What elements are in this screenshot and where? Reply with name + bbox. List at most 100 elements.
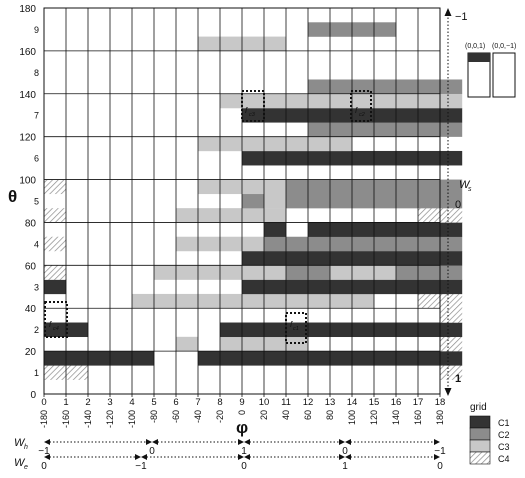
cluster-bar-c1	[264, 322, 287, 338]
cluster-bar-c3	[132, 293, 155, 309]
legend-swatch-c4	[469, 451, 491, 465]
cluster-bar-c1	[352, 322, 375, 338]
cluster-bar-c1	[242, 322, 265, 338]
cluster-bar-c3	[352, 93, 375, 109]
cluster-bar-c1	[308, 279, 331, 295]
cluster-bar-c1	[440, 108, 463, 123]
cluster-bar-c2	[374, 22, 397, 37]
cluster-bar-c2	[330, 22, 353, 37]
svg-text:c3: c3	[249, 112, 256, 118]
cluster-bar-c2	[418, 79, 441, 94]
cluster-bar-c1	[242, 150, 265, 166]
cluster-bar-c1	[308, 108, 331, 123]
wh-arrowhead	[345, 439, 351, 445]
cluster-bar-c2	[352, 179, 375, 195]
theta-tick-label: 140	[19, 90, 36, 101]
we-value: 1	[342, 461, 348, 472]
cluster-bar-c3	[242, 208, 265, 223]
ws-bottom-label: 1	[455, 373, 461, 385]
cluster-bar-c1	[352, 351, 375, 366]
theta-tick-label: 160	[19, 47, 36, 58]
marker-fc3: f c3	[241, 90, 265, 122]
cluster-bar-c2	[440, 236, 463, 252]
we-arrowhead	[244, 454, 250, 460]
cluster-bar-c3	[220, 208, 243, 223]
wh-arrowhead	[44, 439, 50, 445]
column-index-label: 0	[41, 397, 46, 408]
theta-tick-label: 120	[19, 133, 36, 144]
theta-tick-label: 100	[19, 176, 36, 187]
phi-tick-label: 0	[237, 410, 247, 415]
cluster-bar-c1	[286, 351, 309, 366]
cluster-bar-c3	[220, 236, 243, 252]
cluster-bar-c3	[308, 293, 331, 309]
cluster-bar-c1	[418, 222, 441, 237]
theta-tick-label: 40	[25, 304, 37, 315]
cluster-bar-c4	[44, 265, 67, 280]
cluster-bar-c1	[330, 322, 353, 338]
cluster-bar-c2	[308, 265, 331, 280]
cluster-bar-c3	[242, 236, 265, 252]
cluster-bar-c3	[242, 179, 265, 195]
cluster-bar-c4	[44, 365, 67, 380]
we-value: −1	[135, 461, 147, 472]
cluster-bar-c2	[308, 79, 331, 94]
phi-tick-labels: -180 -160 -140 -120 -100 -80 -60 -40 -20 0 20 40 60 8…	[39, 394, 445, 428]
cluster-bar-c2	[308, 236, 331, 252]
column-index-label: 2	[85, 397, 90, 408]
phi-tick-label: 40	[281, 410, 291, 420]
cluster-bar-c3	[374, 93, 397, 109]
cluster-bar-c4	[66, 365, 89, 380]
cluster-bar-c2	[352, 122, 375, 137]
row-index-label: 7	[34, 111, 39, 121]
theta-tick-label: 0	[30, 390, 36, 401]
cluster-bar-c1	[44, 322, 67, 338]
cluster-bar-c1	[418, 351, 441, 366]
marker-fc2: f c2	[350, 90, 372, 122]
cluster-bar-c4	[44, 236, 67, 252]
polarity-legend-left-fill	[468, 53, 490, 62]
cluster-bar-c1	[396, 322, 419, 338]
cluster-bar-c1	[352, 150, 375, 166]
cluster-bar-c2	[396, 122, 419, 137]
we-value: 0	[41, 461, 47, 472]
cluster-bar-c3	[176, 208, 199, 223]
cluster-legend: grid C1 C2 C3 C4	[469, 402, 510, 465]
cluster-bar-c1	[440, 222, 463, 237]
we-value: 0	[437, 461, 443, 472]
cluster-bar-c1	[286, 108, 309, 123]
cluster-bar-c1	[308, 251, 331, 266]
cluster-bar-c1	[396, 351, 419, 366]
row-index-labels: 1 2 3 4 5 6 7 8 9	[34, 25, 39, 378]
cluster-bar-c2	[418, 122, 441, 137]
cluster-bar-c3	[286, 293, 309, 309]
cluster-bar-c3	[286, 336, 309, 352]
cluster-bar-c1	[44, 279, 67, 295]
cluster-bar-c2	[352, 236, 375, 252]
cluster-bar-c2	[440, 79, 463, 94]
we-arrowhead	[141, 454, 147, 460]
theta-tick-labels: 0 20 40 60 80 100 120 140 160 180	[19, 4, 36, 401]
cluster-bar-c1	[374, 108, 397, 123]
cluster-bar-c3	[242, 136, 265, 152]
cluster-bar-c1	[264, 108, 287, 123]
cluster-bar-c1	[308, 222, 331, 237]
phi-tick-label: 140	[391, 410, 401, 425]
cluster-bar-c1	[308, 351, 331, 366]
phi-tick-label: 80	[325, 410, 335, 420]
cluster-bars	[44, 22, 463, 380]
wh-arrowhead	[152, 439, 158, 445]
wh-arrowhead	[146, 439, 152, 445]
cluster-bar-c1	[418, 279, 441, 295]
we-arrowhead	[345, 454, 351, 460]
row-index-label: 2	[34, 325, 39, 335]
legend-label-c3: C3	[498, 442, 510, 452]
row-index-label: 4	[34, 239, 39, 249]
row-index-label: 6	[34, 154, 39, 164]
cluster-bar-c1	[352, 108, 375, 123]
cluster-legend-title: grid	[470, 402, 487, 413]
cluster-bar-c4	[44, 208, 67, 223]
cluster-bar-c3	[330, 136, 353, 152]
cluster-bar-c1	[44, 351, 67, 366]
grid-lines	[44, 8, 440, 394]
